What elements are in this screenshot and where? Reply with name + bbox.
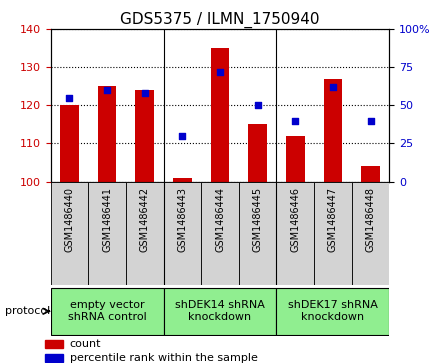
- Bar: [45, 354, 62, 362]
- FancyBboxPatch shape: [276, 288, 389, 335]
- Text: GSM1486448: GSM1486448: [366, 187, 376, 252]
- FancyBboxPatch shape: [51, 182, 88, 285]
- Point: [367, 118, 374, 123]
- Title: GDS5375 / ILMN_1750940: GDS5375 / ILMN_1750940: [120, 12, 320, 28]
- Point: [292, 118, 299, 123]
- FancyBboxPatch shape: [164, 182, 201, 285]
- Point: [330, 84, 337, 90]
- Bar: [173, 178, 192, 182]
- Bar: [286, 136, 305, 182]
- FancyBboxPatch shape: [352, 182, 389, 285]
- FancyBboxPatch shape: [201, 182, 239, 285]
- Text: shDEK14 shRNA
knockdown: shDEK14 shRNA knockdown: [175, 301, 265, 322]
- FancyBboxPatch shape: [314, 182, 352, 285]
- Point: [66, 95, 73, 101]
- Text: GSM1486444: GSM1486444: [215, 187, 225, 252]
- Bar: [136, 90, 154, 182]
- Text: shDEK17 shRNA
knockdown: shDEK17 shRNA knockdown: [288, 301, 378, 322]
- Bar: [248, 124, 267, 182]
- Point: [141, 90, 148, 96]
- FancyBboxPatch shape: [276, 182, 314, 285]
- FancyBboxPatch shape: [239, 182, 276, 285]
- Text: GSM1486441: GSM1486441: [102, 187, 112, 252]
- Bar: [211, 48, 229, 182]
- Point: [216, 69, 224, 75]
- Text: count: count: [70, 339, 101, 349]
- Point: [179, 133, 186, 139]
- FancyBboxPatch shape: [88, 182, 126, 285]
- Bar: [323, 79, 342, 182]
- Bar: [45, 340, 62, 348]
- Point: [103, 87, 110, 93]
- Bar: [98, 86, 117, 182]
- Text: GSM1486442: GSM1486442: [140, 187, 150, 252]
- Point: [254, 102, 261, 108]
- Bar: [60, 105, 79, 182]
- FancyBboxPatch shape: [164, 288, 276, 335]
- Text: GSM1486447: GSM1486447: [328, 187, 338, 252]
- Text: GSM1486446: GSM1486446: [290, 187, 300, 252]
- Text: GSM1486445: GSM1486445: [253, 187, 263, 252]
- Text: empty vector
shRNA control: empty vector shRNA control: [68, 301, 147, 322]
- Text: GSM1486440: GSM1486440: [64, 187, 74, 252]
- Text: GSM1486443: GSM1486443: [177, 187, 187, 252]
- FancyBboxPatch shape: [126, 182, 164, 285]
- FancyBboxPatch shape: [51, 288, 164, 335]
- Bar: [361, 166, 380, 182]
- Text: percentile rank within the sample: percentile rank within the sample: [70, 353, 257, 363]
- Text: protocol: protocol: [4, 306, 50, 316]
